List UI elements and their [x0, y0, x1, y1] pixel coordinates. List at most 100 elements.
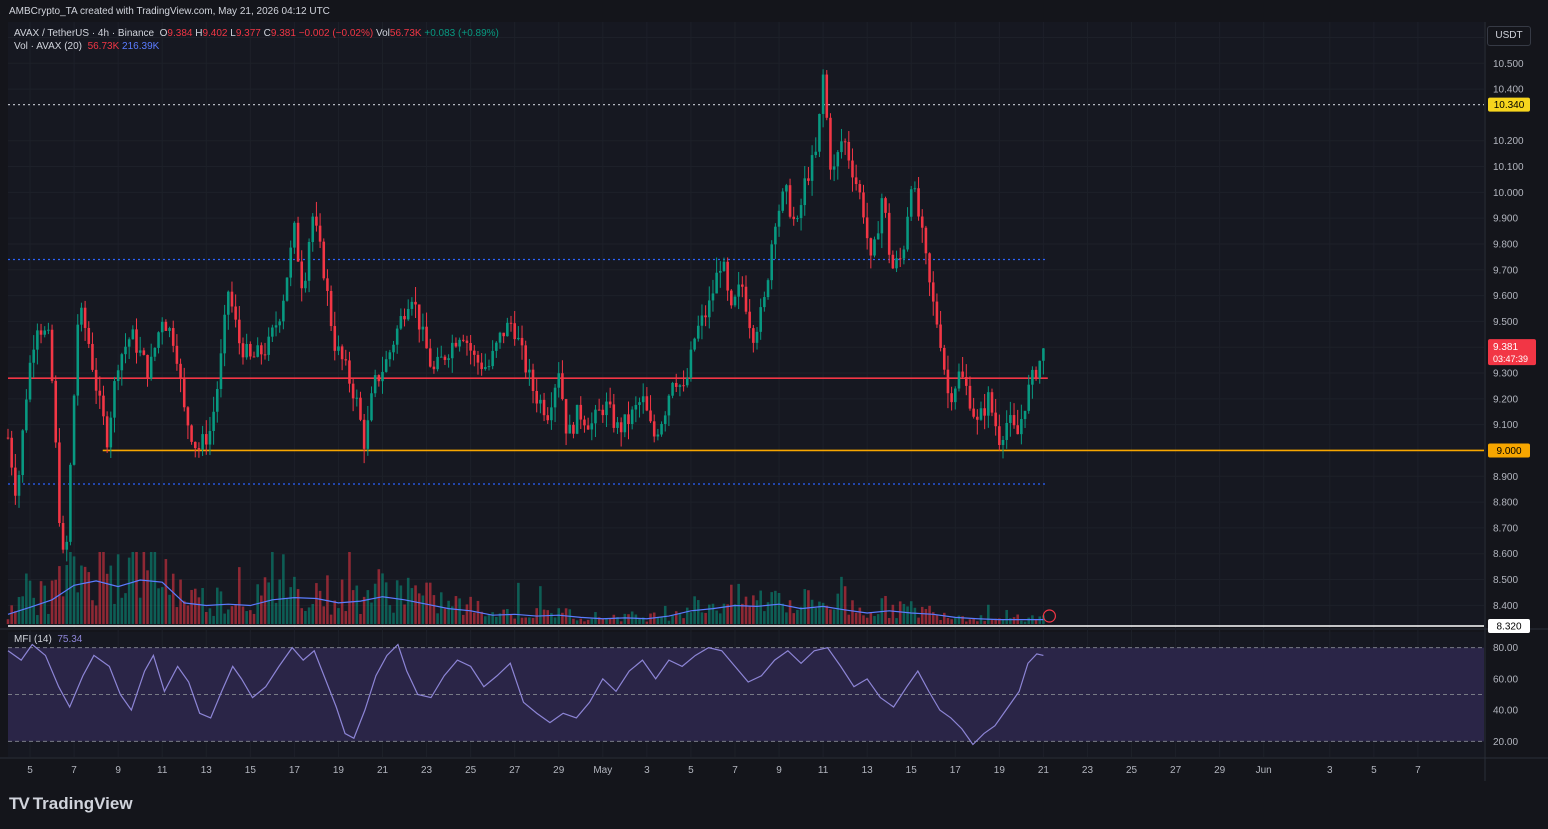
candle-body — [410, 301, 414, 309]
candle-body — [153, 347, 157, 357]
volume-bar — [634, 614, 638, 624]
volume-bar — [748, 605, 751, 624]
candle — [619, 417, 623, 447]
candle-body — [594, 409, 597, 424]
tradingview-logo[interactable]: TV TradingView — [9, 794, 133, 814]
candle — [201, 425, 204, 456]
candle — [32, 335, 35, 378]
candle-body — [737, 284, 740, 297]
candle — [80, 302, 83, 332]
volume-bar — [891, 604, 895, 624]
candle-body — [138, 350, 142, 353]
candle-body — [561, 373, 564, 400]
volume-bar — [770, 592, 773, 624]
candle-body — [821, 74, 825, 114]
price-level-tag-label: 8.320 — [1496, 622, 1521, 633]
volume-bar — [333, 600, 337, 624]
candle-body — [586, 425, 590, 430]
high-label: H — [195, 28, 203, 39]
candle-body — [799, 205, 803, 219]
mfi-legend[interactable]: MFI (14) 75.34 — [14, 634, 82, 645]
realtime-icon[interactable] — [1042, 609, 1057, 623]
candle — [436, 347, 439, 372]
candle-body — [25, 399, 28, 431]
volume-bar — [733, 604, 737, 624]
volume-bar — [318, 590, 322, 624]
volume-bar — [623, 613, 627, 624]
candle — [685, 368, 689, 388]
mfi-title[interactable]: MFI (14) — [14, 634, 52, 645]
candle-body — [906, 216, 909, 250]
mfi-tick-label: 60.00 — [1493, 674, 1518, 685]
volume-bar — [638, 618, 641, 624]
volume-bar — [436, 613, 439, 624]
mfi-tick-label: 40.00 — [1493, 706, 1518, 717]
volume-title[interactable]: Vol · AVAX (20) — [14, 41, 82, 52]
candle — [946, 355, 950, 409]
candle — [546, 407, 550, 424]
candle-body — [293, 222, 296, 248]
candle-body — [696, 325, 700, 339]
candle — [913, 181, 917, 192]
volume-bar — [138, 597, 142, 624]
candle — [1012, 403, 1016, 429]
candle — [69, 462, 72, 546]
volume-bar — [487, 614, 491, 624]
symbol-name[interactable]: AVAX / TetherUS · 4h · Binance — [14, 28, 155, 39]
price-tick-label: 8.400 — [1493, 601, 1518, 612]
candle — [931, 271, 935, 316]
price-pane[interactable] — [8, 22, 1484, 626]
volume-bar — [43, 585, 47, 624]
volume-bar — [685, 607, 689, 624]
candle-body — [146, 354, 149, 379]
volume-bar — [586, 619, 590, 624]
volume-bar — [395, 580, 399, 624]
currency-selector[interactable]: USDT — [1487, 26, 1531, 46]
volume-legend[interactable]: Vol · AVAX (20) 56.73K 216.39K — [14, 41, 159, 52]
volume-bar — [810, 599, 814, 624]
candle-body — [976, 416, 979, 420]
candle — [322, 238, 326, 281]
candle — [76, 314, 80, 406]
candle — [109, 411, 113, 459]
candle-body — [263, 354, 267, 356]
candle-body — [873, 239, 876, 256]
volume-bar — [304, 610, 307, 624]
candle-body — [987, 392, 990, 416]
volume-bar — [267, 582, 270, 624]
candle — [807, 166, 810, 186]
candle-body — [803, 178, 807, 206]
candle — [392, 340, 395, 361]
volume-bar — [175, 607, 179, 624]
candle — [965, 364, 968, 396]
open-label: O — [159, 28, 168, 39]
time-tick-label: 3 — [1327, 765, 1333, 776]
candle-body — [605, 401, 608, 416]
candle — [245, 333, 248, 360]
volume-bar — [164, 559, 168, 624]
candle-body — [931, 282, 935, 302]
candle-body — [355, 397, 359, 399]
volume-bar — [887, 618, 891, 624]
candle-body — [994, 412, 997, 427]
volume-bar — [329, 614, 333, 624]
candle — [127, 337, 131, 359]
candle-body — [76, 324, 80, 396]
time-tick-label: 25 — [1126, 765, 1138, 776]
candle-body — [234, 306, 237, 320]
symbol-legend[interactable]: AVAX / TetherUS · 4h · Binance O9.384 H9… — [14, 28, 499, 39]
current-price-tag — [1488, 339, 1536, 366]
volume-bar — [524, 617, 527, 624]
candle-body — [674, 382, 678, 387]
candle-body — [47, 329, 50, 331]
volume-bar — [550, 613, 553, 624]
candle-body — [887, 212, 891, 255]
vol-value: 56.73K — [389, 28, 422, 39]
candle — [318, 213, 322, 249]
candle-body — [65, 541, 69, 550]
candle — [54, 375, 58, 448]
volume-bar — [608, 618, 612, 624]
candle-body — [39, 330, 43, 335]
volume-bar — [707, 604, 711, 624]
